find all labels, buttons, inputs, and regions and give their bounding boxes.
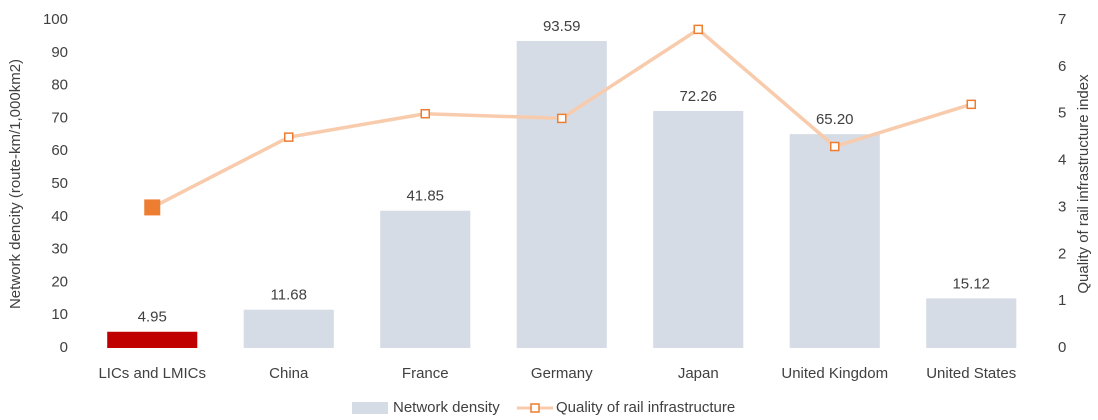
bar bbox=[243, 309, 334, 348]
y2-tick-label: 6 bbox=[1058, 58, 1066, 75]
bar bbox=[380, 210, 471, 348]
x-tick-label: China bbox=[269, 365, 309, 382]
y-tick-label: 50 bbox=[51, 175, 68, 192]
y2-tick-label: 1 bbox=[1058, 292, 1066, 309]
bar bbox=[653, 110, 744, 348]
bar bbox=[789, 134, 880, 348]
data-label: 93.59 bbox=[543, 18, 581, 35]
x-tick-label: United Kingdom bbox=[781, 365, 888, 382]
y2-tick-label: 3 bbox=[1058, 198, 1066, 215]
x-tick-label: LICs and LMICs bbox=[98, 365, 206, 382]
y2-tick-label: 5 bbox=[1058, 105, 1066, 122]
line-marker bbox=[966, 99, 976, 110]
y2-tick-label: 4 bbox=[1058, 152, 1066, 169]
line-marker bbox=[144, 199, 161, 216]
bar bbox=[516, 41, 607, 348]
legend-swatch bbox=[530, 403, 540, 413]
y-tick-label: 100 bbox=[43, 11, 68, 28]
y-tick-label: 60 bbox=[51, 142, 68, 159]
data-label: 65.20 bbox=[816, 111, 854, 128]
legend-swatch bbox=[352, 402, 388, 414]
y-tick-label: 30 bbox=[51, 241, 68, 258]
x-tick-label: United States bbox=[926, 365, 1016, 382]
legend-label: Quality of rail infrastructure bbox=[556, 399, 735, 416]
bar bbox=[107, 331, 198, 348]
y-tick-label: 70 bbox=[51, 109, 68, 126]
y-tick-label: 20 bbox=[51, 273, 68, 290]
y-tick-label: 10 bbox=[51, 306, 68, 323]
line-marker bbox=[420, 108, 430, 119]
line-marker bbox=[693, 24, 703, 35]
y-tick-label: 0 bbox=[60, 339, 68, 356]
x-tick-label: France bbox=[402, 365, 449, 382]
bar bbox=[926, 298, 1017, 348]
line-marker bbox=[830, 141, 840, 152]
y-tick-label: 40 bbox=[51, 208, 68, 225]
data-label: 4.95 bbox=[138, 309, 167, 326]
x-tick-label: Germany bbox=[531, 365, 593, 382]
y-axis-title: Network dencity (route-km/1,000km2) bbox=[7, 59, 24, 309]
x-tick-label: Japan bbox=[678, 365, 719, 382]
data-label: 15.12 bbox=[952, 275, 990, 292]
data-label: 72.26 bbox=[679, 88, 717, 105]
y-tick-label: 90 bbox=[51, 44, 68, 61]
legend-label: Network density bbox=[393, 399, 500, 416]
y2-tick-label: 7 bbox=[1058, 11, 1066, 28]
y2-tick-label: 0 bbox=[1058, 339, 1066, 356]
data-label: 11.68 bbox=[271, 287, 307, 304]
y-tick-label: 80 bbox=[51, 77, 68, 94]
y2-axis-title: Quality of rail infrastructure index bbox=[1075, 74, 1092, 294]
line-marker bbox=[284, 132, 294, 142]
y2-tick-label: 2 bbox=[1058, 245, 1066, 262]
line-marker bbox=[557, 113, 567, 124]
data-label: 41.85 bbox=[406, 188, 444, 205]
